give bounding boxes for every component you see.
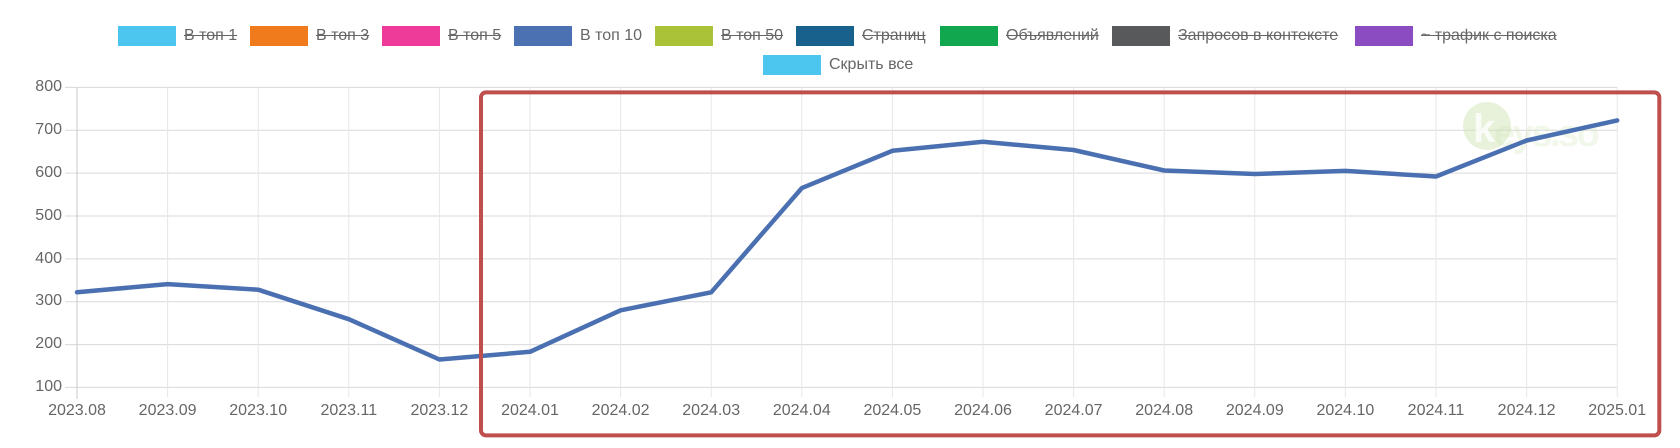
svg-text:k: k <box>1473 107 1496 151</box>
